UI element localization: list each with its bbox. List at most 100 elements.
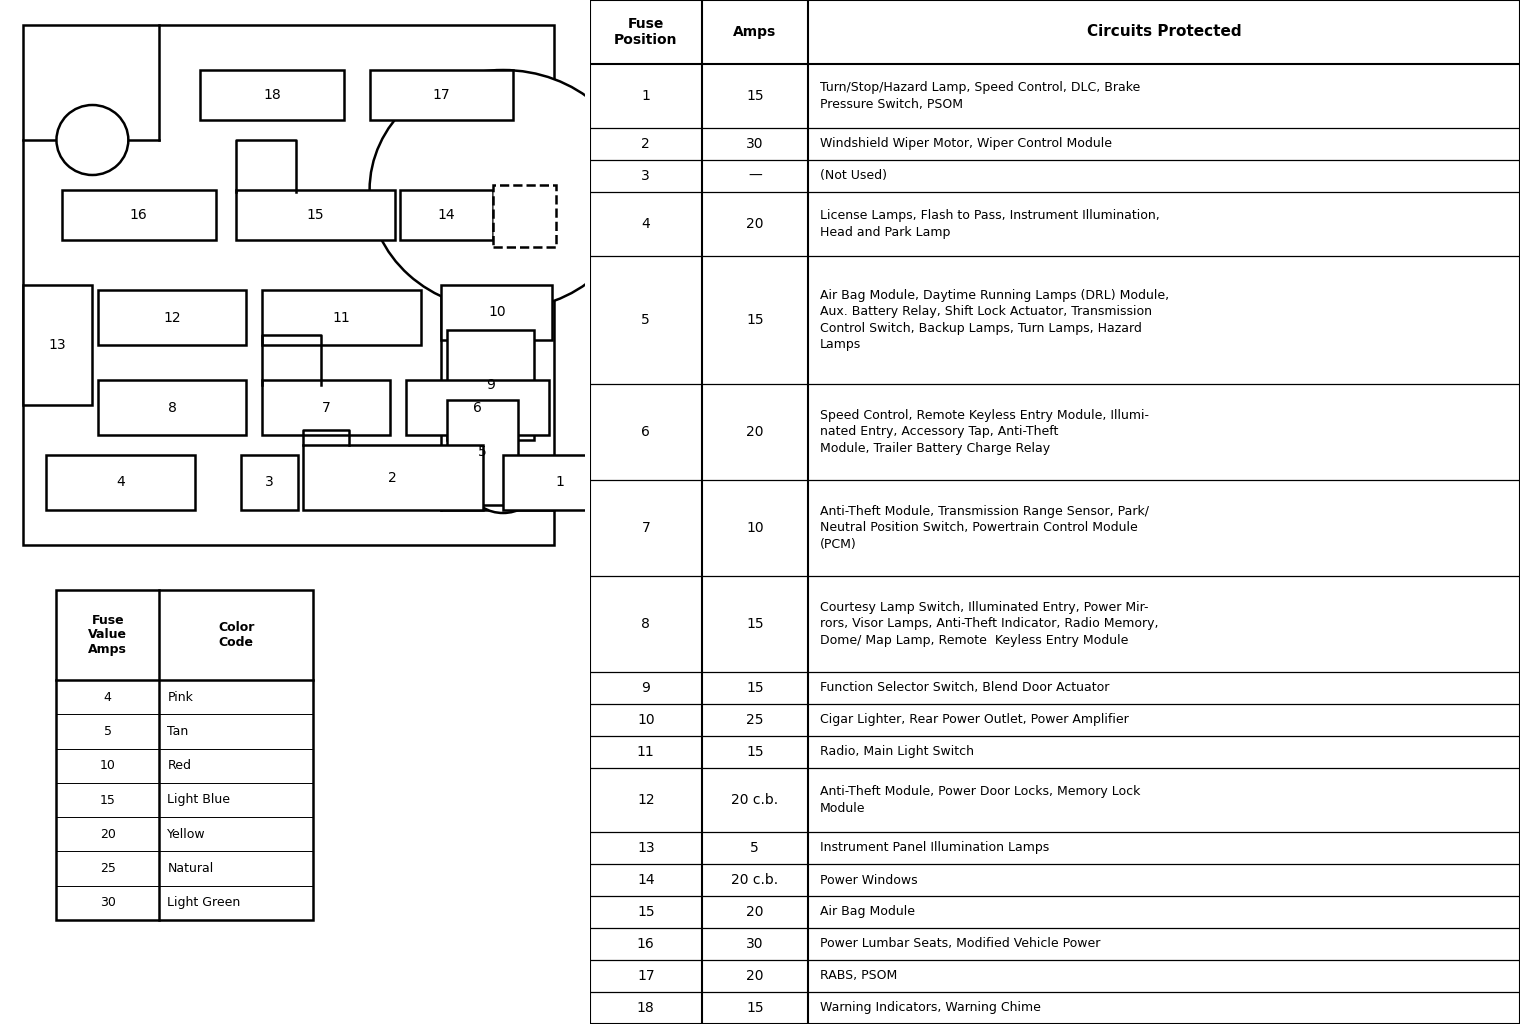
Text: Amps: Amps <box>733 25 777 39</box>
Text: Natural: Natural <box>167 862 214 876</box>
Bar <box>97 290 246 345</box>
Text: Yellow: Yellow <box>167 827 207 841</box>
Bar <box>302 445 482 510</box>
Text: 16: 16 <box>637 937 655 951</box>
Text: Tan: Tan <box>167 725 188 738</box>
Bar <box>492 185 556 247</box>
Text: 5: 5 <box>103 725 112 738</box>
Text: 10: 10 <box>746 521 763 535</box>
Text: 20: 20 <box>746 217 763 231</box>
Text: Warning Indicators, Warning Chime: Warning Indicators, Warning Chime <box>819 1001 1041 1015</box>
Text: Anti-Theft Module, Transmission Range Sensor, Park/
Neutral Position Switch, Pow: Anti-Theft Module, Transmission Range Se… <box>819 505 1149 551</box>
Text: 20 c.b.: 20 c.b. <box>731 793 778 807</box>
Bar <box>23 25 555 545</box>
Text: 2: 2 <box>641 137 651 151</box>
Text: Red: Red <box>167 759 192 772</box>
Text: —: — <box>748 169 762 183</box>
Text: 15: 15 <box>746 313 763 327</box>
Text: 30: 30 <box>746 137 763 151</box>
Bar <box>97 380 246 435</box>
Text: Fuse
Value
Amps: Fuse Value Amps <box>88 613 128 656</box>
Text: 11: 11 <box>333 310 350 325</box>
Text: 14: 14 <box>438 208 456 222</box>
Text: Courtesy Lamp Switch, Illuminated Entry, Power Mir-
rors, Visor Lamps, Anti-Thef: Courtesy Lamp Switch, Illuminated Entry,… <box>819 601 1158 647</box>
Text: 13: 13 <box>637 841 655 855</box>
Text: (Not Used): (Not Used) <box>819 170 886 182</box>
Text: Cigar Lighter, Rear Power Outlet, Power Amplifier: Cigar Lighter, Rear Power Outlet, Power … <box>819 714 1128 726</box>
Text: 9: 9 <box>641 681 651 695</box>
Text: 8: 8 <box>641 617 651 631</box>
Bar <box>447 400 518 505</box>
Text: Instrument Panel Illumination Lamps: Instrument Panel Illumination Lamps <box>819 842 1049 854</box>
Text: 3: 3 <box>264 475 274 489</box>
Text: 15: 15 <box>637 905 655 919</box>
Bar <box>56 590 313 920</box>
Ellipse shape <box>474 475 532 513</box>
Text: Power Lumbar Seats, Modified Vehicle Power: Power Lumbar Seats, Modified Vehicle Pow… <box>819 938 1100 950</box>
Text: 20: 20 <box>746 905 763 919</box>
Text: 15: 15 <box>307 208 324 222</box>
Text: 15: 15 <box>746 617 763 631</box>
Bar <box>406 380 549 435</box>
Text: Speed Control, Remote Keyless Entry Module, Illumi-
nated Entry, Accessory Tap, : Speed Control, Remote Keyless Entry Modu… <box>819 409 1149 455</box>
Bar <box>369 70 514 120</box>
Text: 15: 15 <box>746 89 763 103</box>
Text: RABS, PSOM: RABS, PSOM <box>819 970 897 982</box>
Text: 5: 5 <box>751 841 758 855</box>
Text: 15: 15 <box>746 1001 763 1015</box>
Text: 16: 16 <box>129 208 147 222</box>
Text: 3: 3 <box>641 169 651 183</box>
Text: 11: 11 <box>637 745 655 759</box>
Text: Circuits Protected: Circuits Protected <box>1087 25 1242 40</box>
Text: 1: 1 <box>555 475 564 489</box>
Bar <box>201 70 344 120</box>
Bar <box>400 190 492 240</box>
Text: 7: 7 <box>322 400 330 415</box>
Bar <box>62 190 216 240</box>
Bar <box>236 190 395 240</box>
Bar <box>23 285 93 406</box>
Text: 4: 4 <box>641 217 651 231</box>
Text: 1: 1 <box>641 89 651 103</box>
Bar <box>242 455 298 510</box>
Text: Color
Code: Color Code <box>217 621 254 649</box>
Text: 2: 2 <box>388 470 397 484</box>
Text: Windshield Wiper Motor, Wiper Control Module: Windshield Wiper Motor, Wiper Control Mo… <box>819 137 1111 151</box>
Text: 4: 4 <box>116 475 125 489</box>
Text: Function Selector Switch, Blend Door Actuator: Function Selector Switch, Blend Door Act… <box>819 682 1110 694</box>
Text: 30: 30 <box>746 937 763 951</box>
Text: 14: 14 <box>637 873 655 887</box>
Text: 5: 5 <box>479 445 486 460</box>
Text: 7: 7 <box>641 521 651 535</box>
Text: 13: 13 <box>49 338 67 352</box>
Bar <box>261 380 391 435</box>
Text: 6: 6 <box>473 400 482 415</box>
Text: 8: 8 <box>167 400 176 415</box>
Text: Fuse
Position: Fuse Position <box>614 17 678 47</box>
Circle shape <box>56 105 128 175</box>
Text: Air Bag Module: Air Bag Module <box>819 905 915 919</box>
Text: 9: 9 <box>486 378 494 392</box>
Text: 15: 15 <box>746 681 763 695</box>
Text: 4: 4 <box>103 690 112 703</box>
Text: 20 c.b.: 20 c.b. <box>731 873 778 887</box>
Text: Power Windows: Power Windows <box>819 873 918 887</box>
Text: 12: 12 <box>163 310 181 325</box>
Bar <box>261 290 421 345</box>
Bar <box>46 455 195 510</box>
Text: Turn/Stop/Hazard Lamp, Speed Control, DLC, Brake
Pressure Switch, PSOM: Turn/Stop/Hazard Lamp, Speed Control, DL… <box>819 81 1140 111</box>
Text: 18: 18 <box>637 1001 655 1015</box>
Text: Light Green: Light Green <box>167 896 240 909</box>
Text: Anti-Theft Module, Power Door Locks, Memory Lock
Module: Anti-Theft Module, Power Door Locks, Mem… <box>819 785 1140 815</box>
Text: 10: 10 <box>637 713 655 727</box>
Text: Light Blue: Light Blue <box>167 794 231 807</box>
Bar <box>503 455 616 510</box>
Text: 20: 20 <box>100 827 116 841</box>
Text: 25: 25 <box>746 713 763 727</box>
Text: 5: 5 <box>641 313 651 327</box>
Text: Radio, Main Light Switch: Radio, Main Light Switch <box>819 745 974 759</box>
Ellipse shape <box>369 70 637 310</box>
Text: 20: 20 <box>746 969 763 983</box>
Text: 18: 18 <box>263 88 281 102</box>
Text: License Lamps, Flash to Pass, Instrument Illumination,
Head and Park Lamp: License Lamps, Flash to Pass, Instrument… <box>819 209 1160 239</box>
